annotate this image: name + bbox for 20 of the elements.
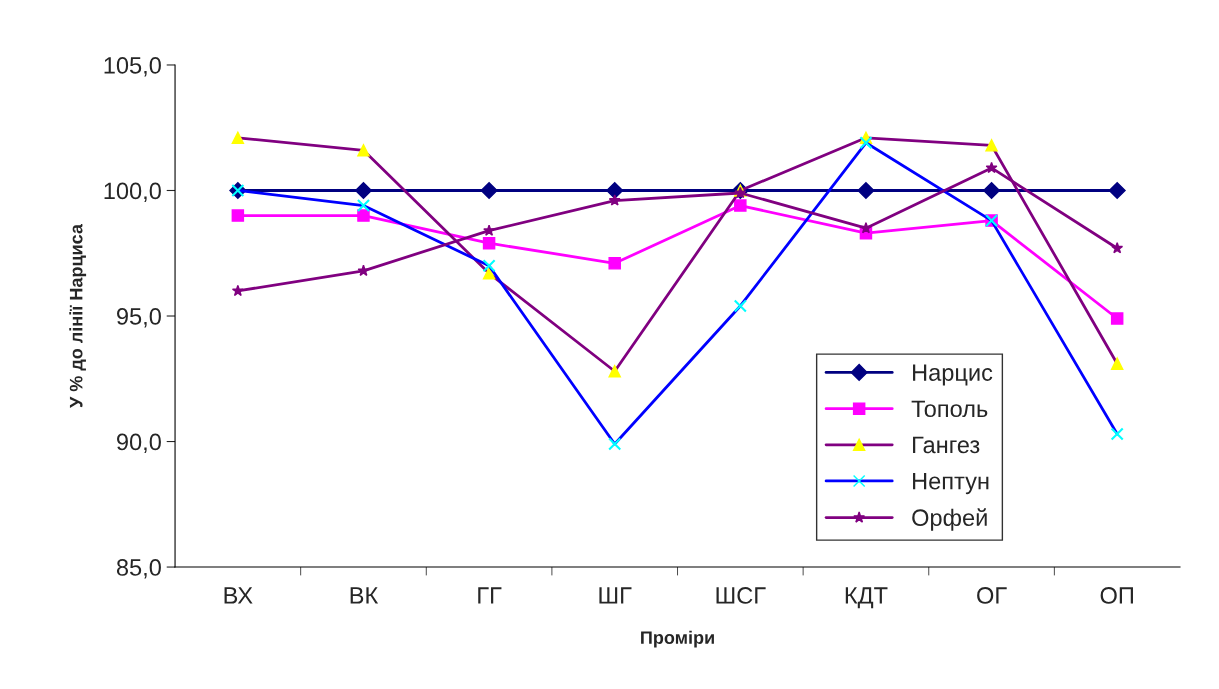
- legend-label: Нарцис: [913, 364, 993, 386]
- x-tick-label: ОП: [1100, 587, 1133, 604]
- x-tick-label: ШГ: [599, 587, 632, 604]
- y-tick-label: 95,0: [117, 308, 161, 328]
- x-tick-label: ГГ: [478, 587, 502, 604]
- x-tick-label: КДТ: [845, 587, 888, 609]
- y-tick-label: 105,0: [104, 57, 161, 77]
- x-tick-label: ШСГ: [716, 587, 766, 604]
- legend-label: Гангез: [913, 436, 980, 454]
- x-axis-title: Проміри: [641, 630, 714, 648]
- legend-label: Нептун: [913, 473, 989, 495]
- x-tick-label: ВК: [350, 587, 379, 604]
- y-axis-title: У % до лінії Нарциса: [69, 223, 87, 408]
- y-tick-label: 100,0: [104, 182, 161, 203]
- legend-label: Орфей: [912, 508, 987, 531]
- x-tick-label: ВХ: [224, 587, 253, 604]
- legend-label: Тополь: [911, 400, 988, 418]
- y-tick-label: 85,0: [116, 559, 161, 579]
- x-tick-label: ОГ: [977, 587, 1007, 604]
- y-tick-label: 90,0: [117, 433, 161, 454]
